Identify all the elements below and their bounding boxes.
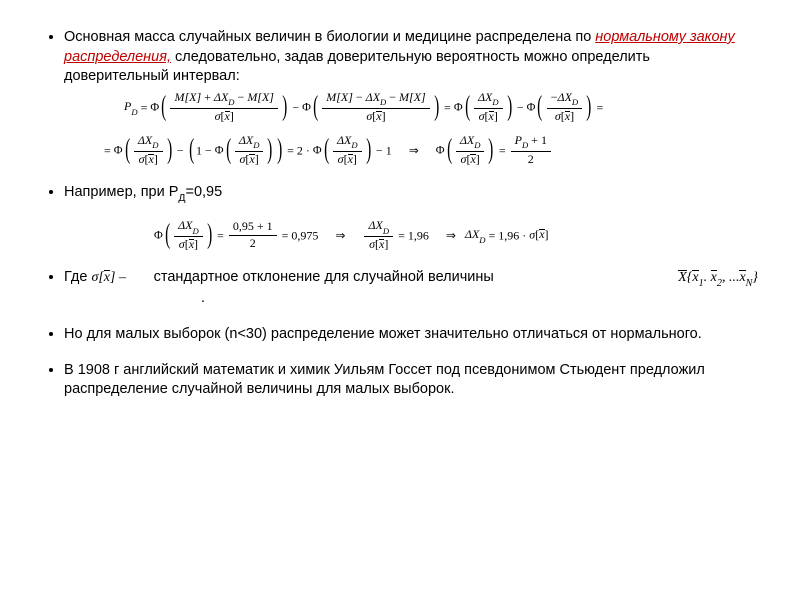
bullet-small-sample: Но для малых выборок (n<30) распределени…: [64, 325, 758, 345]
bullet-example: Например, при PД=0,95 Φ( ΔXD σ[x] ) = 0,…: [64, 183, 758, 252]
bullet-where: Где σ[x] – стандартное отклонение для сл…: [64, 268, 758, 309]
formula-line-2: = Φ( ΔXD σ[x] ) − (1 − Φ( ΔXD σ[x] )) = …: [104, 134, 758, 167]
bullet-list: Основная масса случайных величин в биоло…: [42, 28, 758, 400]
slide: Основная масса случайных величин в биоло…: [0, 0, 800, 436]
formula-line-1: PD = Φ( M[X] + ΔXD − M[X] σ[x] ) − Φ( M[…: [124, 91, 758, 124]
bullet-intro: Основная масса случайных величин в биоло…: [64, 28, 758, 167]
formula-line-3: Φ( ΔXD σ[x] ) = 0,95 + 1 2 = 0,975 ⇒ ΔXD…: [154, 219, 758, 252]
where-text-a: Где: [64, 269, 91, 285]
example-text-b: =0,95: [186, 184, 223, 200]
bullet-student: В 1908 г английский математик и химик Уи…: [64, 361, 758, 400]
where-text-c: .: [64, 289, 758, 309]
x-set: X{x1. x2, ...xN}: [678, 269, 758, 289]
example-text-a: Например, при P: [64, 184, 178, 200]
example-sub: Д: [178, 193, 185, 204]
intro-text-a: Основная масса случайных величин в биоло…: [64, 29, 595, 45]
sigma-xbar-inline: σ[x] –: [91, 270, 129, 285]
where-text-b: стандартное отклонение для случайной вел…: [154, 269, 494, 285]
